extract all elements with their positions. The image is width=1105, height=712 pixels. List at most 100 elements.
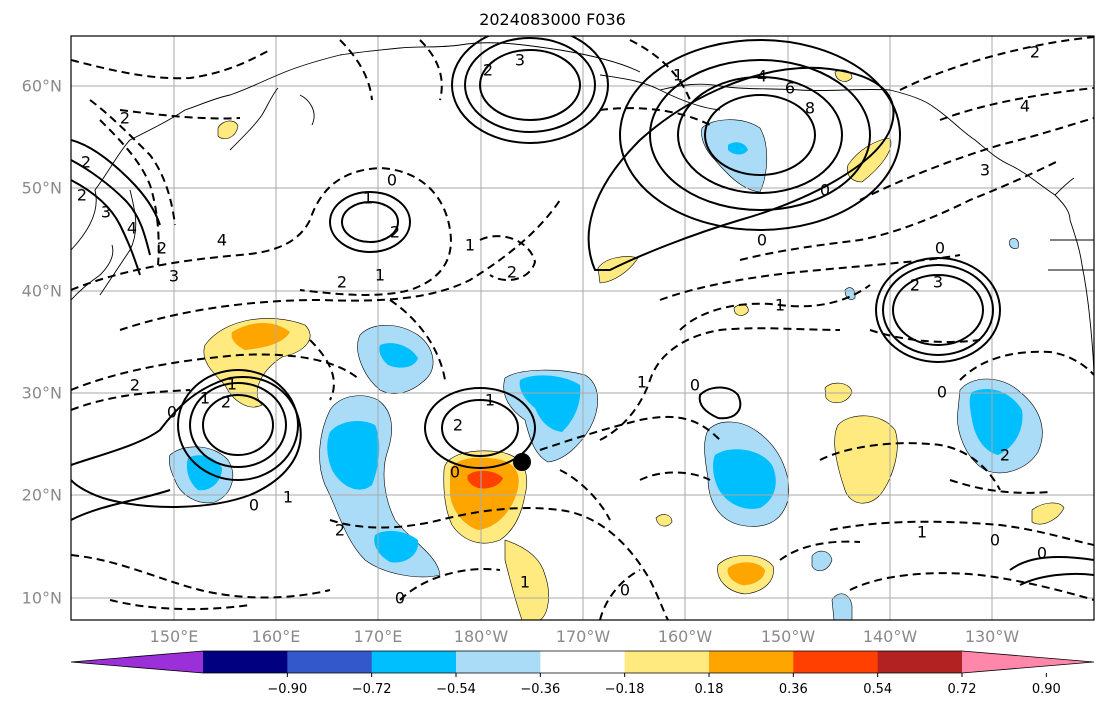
colorbar-swatch [287, 651, 373, 673]
contour-label: 2 [1000, 446, 1010, 465]
colorbar-swatch [709, 651, 794, 673]
contour-label: 2 [157, 239, 167, 258]
colorbar-tick-label: −0.18 [605, 682, 645, 697]
contours-negative [71, 36, 1094, 620]
contour-labels: 3 2 4 6 8 0 0 1 2 1 2 1 2 0 4 2 3 0 1 2 … [77, 43, 1047, 608]
lon-label: 140°W [863, 627, 918, 646]
negative-anomaly-small-2 [831, 593, 853, 620]
colorbar-tick-label: 0.18 [695, 682, 724, 697]
contour-label: 1 [637, 373, 647, 392]
lon-label: 150°W [761, 627, 816, 646]
negative-anomaly-130w-core [969, 389, 1023, 455]
contour-label: 2 [453, 416, 463, 435]
map-frame [70, 35, 1095, 621]
colorbar-tick-label: −0.72 [352, 682, 392, 697]
contour-label: 1 [363, 189, 373, 208]
contour-label: 2 [910, 276, 920, 295]
negative-anomaly-175w-core [519, 375, 581, 432]
positive-anomaly-small-3 [1031, 502, 1065, 525]
contour-label: 2 [77, 186, 87, 205]
lon-label: 150°E [150, 627, 199, 646]
contour-label: 0 [820, 181, 830, 200]
contour-label: 1 [917, 523, 927, 542]
colorbar-swatch [877, 651, 963, 673]
negative-anomaly-170e-core [327, 420, 380, 490]
lon-label: 160°W [658, 627, 713, 646]
contour-label: 3 [980, 161, 990, 180]
contour-label: 1 [283, 488, 293, 507]
negative-anomaly-alaska-core [728, 142, 748, 155]
negative-anomaly-170e-south [374, 530, 419, 563]
contour-label: 4 [127, 219, 137, 238]
contour-label: 1 [485, 391, 495, 410]
colorbar: −0.90 −0.72 −0.54 −0.36 −0.18 0.18 0.36 0.54 0.7… [70, 650, 1095, 697]
contours-positive [71, 36, 1094, 586]
contour-label: 1 [520, 573, 530, 592]
negative-anomaly-175e-core [379, 343, 418, 368]
contour-label: 0 [387, 171, 397, 190]
contour-label: 0 [395, 589, 405, 608]
contour-label: 2 [130, 376, 140, 395]
contour-label: 4 [757, 67, 767, 86]
longitude-axis: 150°E 160°E 170°E 180°W 170°W 160°W 150°… [150, 627, 1020, 646]
contour-label: 2 [483, 61, 493, 80]
contour-label: 2 [390, 223, 400, 242]
colorbar-swatch [624, 651, 710, 673]
contour-label: 0 [450, 463, 460, 482]
contour-label: 0 [167, 403, 177, 422]
positive-anomaly-small-1 [217, 120, 239, 139]
contour-label: 2 [1030, 43, 1040, 62]
coastlines [71, 42, 1094, 381]
contour-label: 0 [690, 376, 700, 395]
lat-label: 60°N [22, 77, 62, 96]
contour-label: 2 [337, 273, 347, 292]
contour-label: 1 [673, 66, 683, 85]
contour-label: 2 [221, 393, 231, 412]
contour-label: 3 [933, 273, 943, 292]
lat-label: 20°N [22, 486, 62, 505]
contour-label: 4 [1020, 97, 1030, 116]
graticule [71, 36, 1094, 620]
lat-label: 10°N [22, 589, 62, 608]
negative-anomaly-155w-core [713, 449, 776, 509]
lon-label: 170°W [556, 627, 611, 646]
latitude-axis: 60°N 50°N 40°N 30°N 20°N 10°N [22, 77, 62, 608]
contour-label: 2 [335, 521, 345, 540]
colorbar-swatch [456, 651, 541, 673]
contour-label: 1 [775, 296, 785, 315]
colorbar-tick-label: 0.90 [1032, 682, 1061, 697]
contour-label: 1 [200, 389, 210, 408]
contour-label: 2 [120, 109, 130, 128]
contour-label: 2 [507, 263, 517, 282]
contour-label: 4 [217, 231, 227, 250]
contour-label: 1 [375, 266, 385, 285]
colorbar-extend-low [71, 651, 203, 673]
shaded-fields [168, 69, 1065, 620]
negative-anomaly-small-4 [1009, 238, 1019, 249]
contour-label: 3 [101, 203, 111, 222]
contour-label: 0 [990, 531, 1000, 550]
colorbar-tick-label: −0.90 [267, 682, 307, 697]
positive-anomaly-small-4 [655, 514, 673, 527]
map-title: 2024083000 F036 [479, 10, 626, 29]
positive-anomaly-dateline-core [450, 457, 519, 530]
lat-label: 50°N [22, 179, 62, 198]
contour-label: 0 [935, 239, 945, 258]
contour-label: 8 [805, 99, 815, 118]
colorbar-tick-label: 0.36 [779, 682, 808, 697]
colorbar-tick-label: 0.54 [863, 682, 892, 697]
colorbar-tick-label: −0.36 [520, 682, 560, 697]
colorbar-swatch [203, 651, 288, 673]
positive-anomaly-dateline-max [467, 470, 503, 489]
contour-label: 6 [785, 79, 795, 98]
positive-anomaly-152w-core [727, 562, 765, 586]
colorbar-swatch [540, 651, 626, 673]
contour-label: 1 [227, 375, 237, 394]
negative-anomaly-small-1 [811, 550, 833, 572]
positive-anomaly-south-tail [504, 539, 549, 620]
contour-label: 0 [1037, 544, 1047, 563]
lat-label: 30°N [22, 384, 62, 403]
storm-position-marker [513, 453, 531, 471]
lon-label: 180°W [454, 627, 509, 646]
